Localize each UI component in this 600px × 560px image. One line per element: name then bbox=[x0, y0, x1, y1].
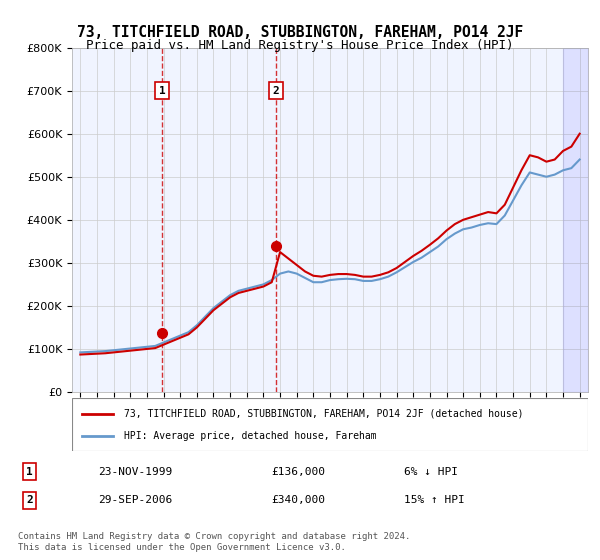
Text: Contains HM Land Registry data © Crown copyright and database right 2024.
This d: Contains HM Land Registry data © Crown c… bbox=[18, 532, 410, 552]
Text: Price paid vs. HM Land Registry's House Price Index (HPI): Price paid vs. HM Land Registry's House … bbox=[86, 39, 514, 52]
Text: £136,000: £136,000 bbox=[271, 466, 325, 477]
Text: 2: 2 bbox=[272, 86, 279, 96]
Text: 29-SEP-2006: 29-SEP-2006 bbox=[98, 495, 173, 505]
Text: HPI: Average price, detached house, Fareham: HPI: Average price, detached house, Fare… bbox=[124, 431, 376, 441]
FancyBboxPatch shape bbox=[72, 398, 588, 451]
Text: 6% ↓ HPI: 6% ↓ HPI bbox=[404, 466, 458, 477]
Text: 23-NOV-1999: 23-NOV-1999 bbox=[98, 466, 173, 477]
Text: £340,000: £340,000 bbox=[271, 495, 325, 505]
Text: 15% ↑ HPI: 15% ↑ HPI bbox=[404, 495, 464, 505]
Text: 73, TITCHFIELD ROAD, STUBBINGTON, FAREHAM, PO14 2JF: 73, TITCHFIELD ROAD, STUBBINGTON, FAREHA… bbox=[77, 25, 523, 40]
Text: 1: 1 bbox=[158, 86, 165, 96]
Text: 73, TITCHFIELD ROAD, STUBBINGTON, FAREHAM, PO14 2JF (detached house): 73, TITCHFIELD ROAD, STUBBINGTON, FAREHA… bbox=[124, 409, 523, 418]
Text: 1: 1 bbox=[26, 466, 32, 477]
Text: 2: 2 bbox=[26, 495, 32, 505]
